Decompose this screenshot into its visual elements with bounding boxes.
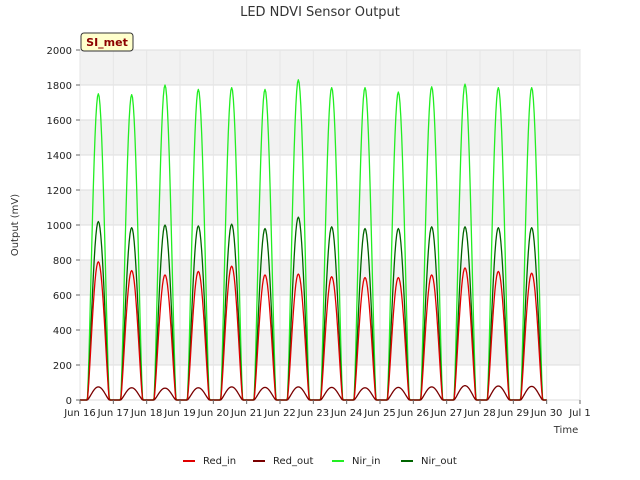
x-tick-label: Jun 21 [230, 408, 263, 419]
y-tick-label: 2000 [47, 46, 72, 57]
legend-label: Nir_in [352, 456, 381, 467]
y-tick-label: 1000 [47, 221, 72, 232]
legend: Red_in Red_out Nir_in Nir_out [183, 456, 457, 467]
plot-bands [80, 50, 580, 365]
y-axis-label: Output (mV) [10, 194, 21, 256]
x-tick-label: Jun 18 [130, 408, 163, 419]
site-badge-label: SI_met [86, 36, 128, 49]
x-tick-label: Jun 20 [197, 408, 230, 419]
x-tick-label: Jun 30 [530, 408, 563, 419]
plot-band [80, 330, 580, 365]
legend-label: Red_out [273, 456, 313, 467]
y-axis: 0 200 400 600 800 1000 1200 1400 1600 1800 2000 [47, 46, 80, 407]
x-tick-label: Jul 1 [568, 408, 591, 419]
y-tick-label: 400 [53, 326, 72, 337]
x-tick-label: Jun 22 [263, 408, 296, 419]
y-tick-label: 1800 [47, 81, 72, 92]
plot-band [80, 50, 580, 85]
plot-band [80, 120, 580, 155]
x-tick-label: Jun 26 [397, 408, 430, 419]
legend-label: Nir_out [421, 456, 457, 467]
y-tick-label: 600 [53, 291, 72, 302]
x-axis-label: Time [553, 425, 578, 436]
y-tick-label: 800 [53, 256, 72, 267]
y-tick-label: 1200 [47, 186, 72, 197]
y-tick-label: 0 [66, 396, 72, 407]
legend-label: Red_in [203, 456, 236, 467]
chart-title: LED NDVI Sensor Output [240, 5, 400, 20]
x-tick-label: Jun 25 [363, 408, 396, 419]
y-tick-label: 1400 [47, 151, 72, 162]
site-badge-box [80, 32, 134, 52]
x-tick-label: Jun 17 [97, 408, 130, 419]
y-tick-label: 1600 [47, 116, 72, 127]
x-tick-label: Jun 19 [163, 408, 196, 419]
x-tick-label: Jun 28 [463, 408, 496, 419]
x-tick-label: Jun 23 [297, 408, 330, 419]
plot-band [80, 190, 580, 225]
x-tick-label: Jun 27 [430, 408, 463, 419]
gridlines [79, 49, 581, 401]
site-badge: SI_met [80, 32, 134, 52]
x-tick-label: Jun 24 [330, 408, 363, 419]
x-axis: Jun 16 Jun 17 Jun 18 Jun 19 Jun 20 Jun 21 Jun … [63, 400, 591, 419]
x-tick-label: Jun 16 [63, 408, 96, 419]
x-tick-label: Jun 29 [497, 408, 530, 419]
y-tick-label: 200 [53, 361, 72, 372]
